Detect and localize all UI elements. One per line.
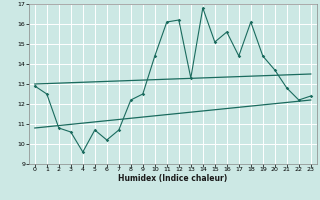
X-axis label: Humidex (Indice chaleur): Humidex (Indice chaleur) (118, 174, 228, 183)
